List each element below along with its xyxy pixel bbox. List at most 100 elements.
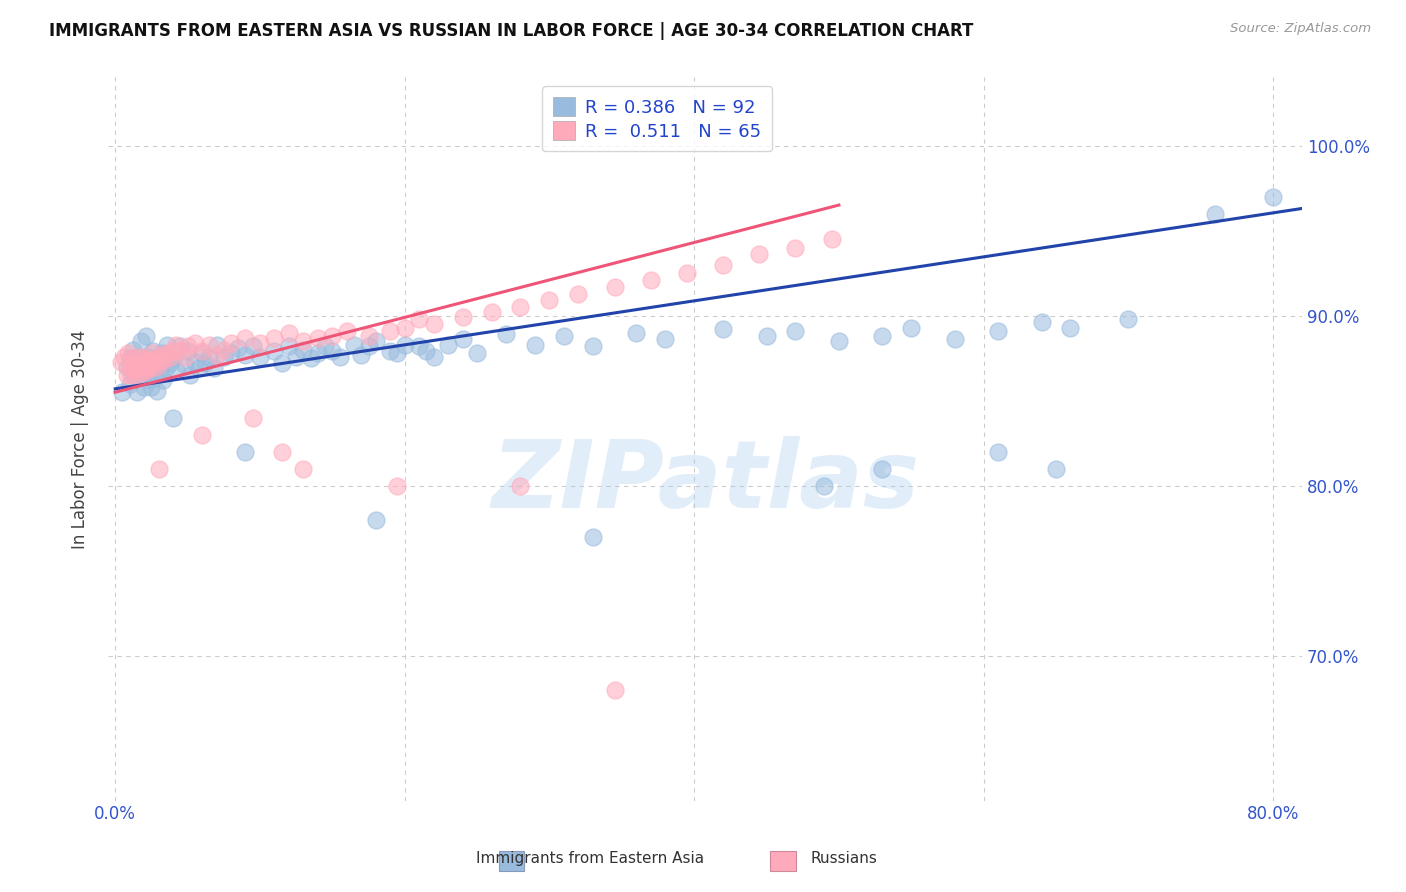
Text: Russians: Russians — [810, 851, 877, 865]
Point — [785, 241, 807, 255]
Point — [176, 339, 198, 353]
Point — [162, 410, 184, 425]
Point — [711, 322, 734, 336]
Point — [277, 339, 299, 353]
Point — [122, 368, 145, 383]
Point — [364, 513, 387, 527]
Point — [120, 368, 142, 383]
Point — [626, 326, 648, 340]
Point — [321, 329, 343, 343]
Point — [523, 337, 546, 351]
Point — [292, 343, 315, 357]
Point — [329, 350, 352, 364]
Point — [364, 334, 387, 348]
Point — [121, 343, 143, 357]
Text: IMMIGRANTS FROM EASTERN ASIA VS RUSSIAN IN LABOR FORCE | AGE 30-34 CORRELATION C: IMMIGRANTS FROM EASTERN ASIA VS RUSSIAN … — [49, 22, 973, 40]
Point — [184, 354, 207, 368]
Point — [173, 358, 195, 372]
Point — [821, 232, 844, 246]
Point — [132, 363, 155, 377]
Point — [538, 293, 561, 308]
Point — [481, 305, 503, 319]
Point — [142, 346, 165, 360]
Point — [173, 350, 195, 364]
Point — [437, 337, 460, 351]
Point — [219, 335, 242, 350]
Point — [219, 346, 242, 360]
Point — [198, 337, 221, 351]
Point — [146, 351, 169, 366]
Point — [155, 361, 177, 376]
Point — [415, 344, 437, 359]
Point — [205, 348, 228, 362]
Point — [141, 354, 163, 368]
Point — [1204, 206, 1226, 220]
Point — [165, 363, 187, 377]
Point — [582, 339, 605, 353]
Point — [1031, 316, 1053, 330]
Point — [117, 346, 139, 360]
Point — [139, 359, 162, 374]
Point — [125, 368, 148, 383]
Point — [307, 346, 329, 360]
Point — [142, 344, 165, 359]
Point — [179, 368, 201, 383]
Point — [249, 350, 271, 364]
Point — [270, 444, 292, 458]
Point — [755, 329, 778, 343]
Point — [118, 351, 141, 366]
Point — [387, 479, 409, 493]
Point — [422, 317, 444, 331]
Point — [277, 326, 299, 340]
Point — [134, 380, 156, 394]
Point — [336, 324, 359, 338]
Point — [263, 331, 285, 345]
Point — [987, 324, 1010, 338]
Point — [153, 352, 176, 367]
Point — [176, 344, 198, 359]
Point — [153, 352, 176, 367]
Point — [263, 344, 285, 359]
Point — [900, 320, 922, 334]
Point — [567, 286, 589, 301]
Point — [242, 410, 264, 425]
Point — [212, 343, 235, 357]
Point — [124, 356, 146, 370]
Point — [943, 333, 966, 347]
Point — [270, 356, 292, 370]
Point — [1118, 312, 1140, 326]
Point — [129, 359, 152, 374]
Point — [640, 273, 662, 287]
Point — [226, 341, 249, 355]
Point — [143, 370, 166, 384]
Point — [813, 479, 835, 493]
Point — [169, 339, 191, 353]
Point — [785, 324, 807, 338]
Point — [138, 350, 160, 364]
Point — [134, 356, 156, 370]
Point — [828, 334, 851, 348]
Point — [314, 339, 336, 353]
Point — [148, 356, 170, 370]
Point — [148, 462, 170, 476]
Point — [285, 350, 308, 364]
Point — [235, 444, 257, 458]
Point — [495, 327, 517, 342]
Point — [135, 359, 157, 374]
Point — [676, 266, 699, 280]
Legend: R = 0.386   N = 92, R =  0.511   N = 65: R = 0.386 N = 92, R = 0.511 N = 65 — [543, 87, 772, 152]
Point — [135, 329, 157, 343]
Point — [136, 363, 159, 377]
Point — [162, 344, 184, 359]
Point — [129, 334, 152, 348]
Point — [872, 329, 894, 343]
Point — [872, 462, 894, 476]
Point — [128, 350, 150, 364]
Point — [146, 384, 169, 398]
Point — [242, 339, 264, 353]
Point — [380, 344, 402, 359]
Point — [159, 356, 181, 370]
Point — [148, 356, 170, 370]
Point — [357, 339, 380, 353]
Point — [150, 346, 173, 360]
